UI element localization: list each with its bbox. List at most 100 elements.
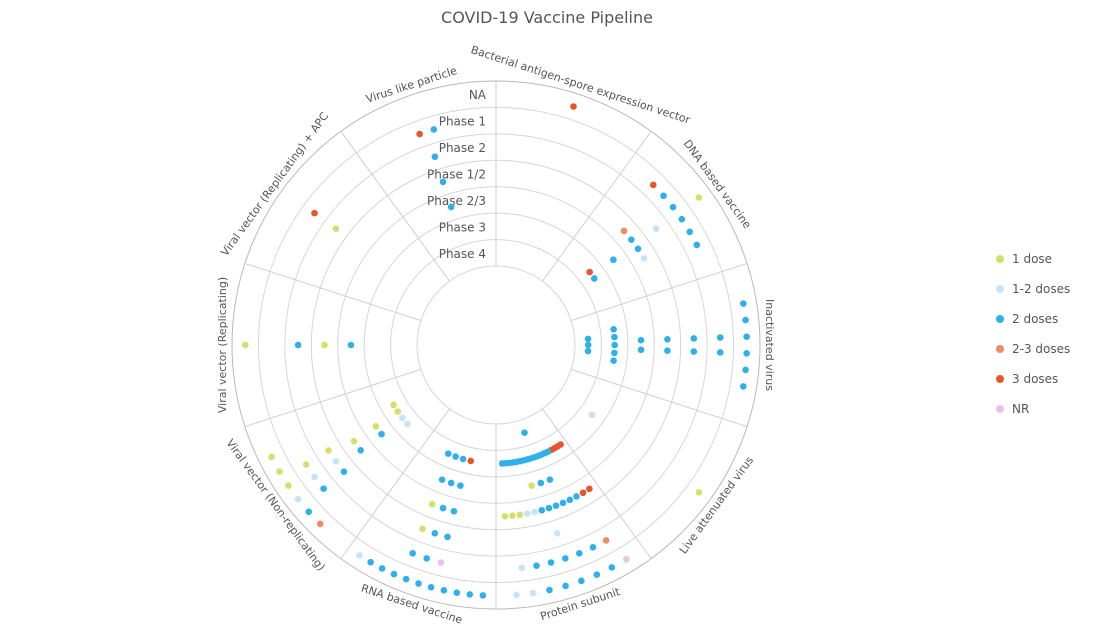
data-point — [467, 457, 475, 465]
data-point — [602, 537, 610, 544]
data-point — [586, 485, 593, 493]
data-point — [452, 453, 459, 460]
data-point — [610, 326, 617, 333]
data-point — [372, 423, 380, 430]
legend-swatch — [996, 285, 1004, 293]
data-point — [552, 502, 560, 509]
data-point — [268, 453, 275, 461]
data-point — [660, 192, 667, 200]
data-point — [431, 529, 439, 537]
data-point — [459, 455, 467, 463]
data-point — [610, 357, 617, 364]
grid-circle — [416, 265, 576, 425]
data-point — [649, 181, 657, 189]
legend-item[interactable]: 1-2 doses — [996, 274, 1070, 304]
data-point — [415, 580, 422, 587]
angular-tick-label: Live attenuated virus — [677, 454, 757, 557]
data-point — [533, 562, 540, 569]
data-point — [285, 482, 292, 489]
data-point — [340, 468, 348, 475]
angular-tick-label: Viral vector (Replicating) + APC — [218, 110, 331, 259]
angular-tick-label: Inactivated virus — [763, 299, 776, 391]
data-point — [743, 333, 750, 340]
legend-label: 1-2 doses — [1012, 282, 1071, 296]
data-point — [610, 256, 617, 264]
data-point — [294, 341, 302, 349]
data-point — [528, 482, 535, 489]
data-point — [457, 482, 464, 489]
data-point — [404, 420, 411, 428]
data-point — [742, 366, 749, 374]
data-point — [399, 414, 406, 422]
data-point — [513, 591, 520, 599]
data-point — [439, 504, 447, 512]
data-point — [523, 510, 531, 517]
data-point — [447, 203, 455, 211]
data-point — [529, 589, 537, 597]
radial-tick-label: NA — [469, 88, 487, 102]
data-point — [538, 506, 546, 514]
data-point — [416, 130, 423, 138]
data-point — [570, 103, 577, 110]
radial-tick-label: Phase 1 — [439, 115, 486, 129]
data-point — [611, 349, 618, 357]
data-point — [579, 489, 587, 497]
data-point — [690, 348, 698, 355]
data-point — [589, 544, 597, 551]
angular-tick-label: Viral vector (Replicating) — [216, 277, 229, 413]
data-point — [608, 564, 616, 571]
data-point — [498, 460, 506, 467]
data-point — [325, 447, 332, 454]
data-point — [311, 473, 318, 481]
data-point — [562, 582, 569, 590]
data-point — [521, 429, 528, 437]
data-point — [678, 215, 686, 223]
data-point — [537, 479, 545, 487]
data-point — [531, 508, 538, 516]
data-point — [501, 512, 509, 520]
legend-item[interactable]: NR — [996, 394, 1070, 424]
radial-tick-label: Phase 3 — [439, 220, 486, 234]
radial-tick-label: Phase 4 — [439, 247, 486, 261]
legend-item[interactable]: 2 doses — [996, 304, 1070, 334]
data-point — [276, 468, 283, 475]
data-point — [742, 316, 749, 324]
data-point — [743, 350, 750, 357]
data-point — [311, 209, 318, 217]
data-point — [611, 341, 618, 349]
data-point — [423, 555, 430, 562]
data-point — [553, 529, 561, 537]
data-point — [453, 589, 461, 596]
data-point — [516, 511, 524, 519]
legend-label: 1 dose — [1012, 252, 1053, 266]
data-point — [716, 349, 724, 356]
grid-spoke — [570, 368, 748, 428]
legend-item[interactable]: 2-3 doses — [996, 334, 1070, 364]
data-point — [664, 336, 671, 343]
data-point — [347, 341, 355, 349]
data-point — [584, 341, 592, 349]
legend-item[interactable]: 1 dose — [996, 244, 1070, 274]
legend-swatch — [996, 405, 1004, 413]
data-point — [241, 341, 249, 349]
radial-tick-label: Phase 2/3 — [427, 194, 486, 208]
data-point — [409, 550, 416, 557]
angular-tick-label: Bacterial antigen-spore expression vecto… — [469, 43, 692, 127]
data-point — [305, 508, 313, 516]
data-point — [378, 565, 386, 572]
chart-title: COVID-19 Vaccine Pipeline — [441, 8, 653, 27]
legend-label: 2 doses — [1012, 312, 1059, 326]
data-point — [695, 489, 703, 496]
data-point — [321, 341, 328, 349]
legend-label: 3 doses — [1012, 372, 1059, 386]
data-point — [584, 347, 592, 355]
data-point — [559, 499, 567, 507]
data-point — [664, 347, 671, 354]
data-point — [316, 520, 324, 528]
legend-label: NR — [1012, 402, 1030, 416]
data-point — [640, 255, 648, 262]
legend-item[interactable]: 3 doses — [996, 364, 1070, 394]
data-point — [546, 586, 553, 594]
data-point — [578, 577, 585, 585]
